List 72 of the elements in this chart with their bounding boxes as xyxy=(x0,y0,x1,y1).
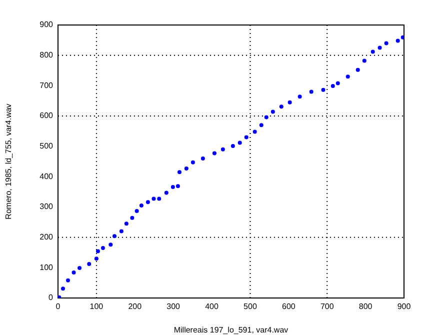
point xyxy=(321,88,326,92)
point xyxy=(146,200,150,204)
y-tick-label: 600 xyxy=(40,111,54,120)
point xyxy=(170,184,175,189)
x-axis-title: Millereais 197_lo_591, var4.wav xyxy=(174,325,288,334)
point xyxy=(259,123,264,128)
point xyxy=(362,58,366,63)
x-tick-label: 100 xyxy=(90,302,104,312)
point xyxy=(61,286,65,291)
point xyxy=(238,140,242,145)
point xyxy=(270,110,275,114)
point xyxy=(96,249,100,254)
point xyxy=(190,160,195,164)
point xyxy=(336,81,340,86)
point xyxy=(87,262,92,266)
x-tick-label: 200 xyxy=(128,302,142,312)
point xyxy=(119,229,124,234)
x-tick-label: 400 xyxy=(205,302,219,312)
x-tick-label: 300 xyxy=(166,302,181,312)
point xyxy=(176,184,180,188)
point xyxy=(112,234,117,238)
point xyxy=(264,115,268,120)
y-tick-label: 300 xyxy=(40,202,54,212)
point xyxy=(200,156,205,160)
point xyxy=(152,196,156,201)
point xyxy=(72,270,76,275)
point xyxy=(177,170,182,174)
y-tick-label: 0 xyxy=(48,293,54,302)
point xyxy=(279,104,284,109)
y-axis-title: Romero, 1985, ld_755, var4.wav xyxy=(4,104,14,220)
point xyxy=(66,278,70,282)
point xyxy=(100,246,105,250)
point xyxy=(184,166,188,170)
x-tick-label: 900 xyxy=(397,302,412,312)
point xyxy=(108,242,113,247)
point xyxy=(244,135,248,140)
point xyxy=(288,100,292,104)
point xyxy=(396,38,400,43)
point xyxy=(378,46,382,50)
point xyxy=(400,35,404,40)
x-tick-label: 600 xyxy=(282,302,296,312)
y-tick-label: 800 xyxy=(40,50,54,60)
point xyxy=(356,68,360,72)
x-tick-label: 500 xyxy=(244,302,258,312)
point xyxy=(370,50,375,54)
y-tick-label: 700 xyxy=(40,80,54,90)
point xyxy=(330,84,335,88)
point xyxy=(134,208,139,213)
x-tick-label: 700 xyxy=(320,302,334,312)
point xyxy=(94,256,98,261)
point xyxy=(139,203,144,208)
point xyxy=(346,74,350,79)
point xyxy=(298,94,302,99)
point xyxy=(384,41,388,46)
x-tick-label: 800 xyxy=(358,302,373,312)
point xyxy=(252,130,257,134)
point xyxy=(220,147,225,152)
point xyxy=(130,216,134,220)
point xyxy=(212,151,216,156)
point xyxy=(124,222,128,226)
point xyxy=(78,266,82,270)
y-tick-label: 100 xyxy=(40,262,54,272)
y-tick-label: 900 xyxy=(40,20,54,30)
point xyxy=(230,144,235,148)
y-tick-label: 200 xyxy=(40,232,54,242)
point xyxy=(58,295,62,298)
point xyxy=(157,196,162,201)
y-tick-label: 400 xyxy=(40,172,54,181)
y-tick-label: 500 xyxy=(40,142,54,151)
point xyxy=(309,90,314,94)
x-tick-label: 0 xyxy=(56,302,61,312)
point xyxy=(164,190,168,195)
